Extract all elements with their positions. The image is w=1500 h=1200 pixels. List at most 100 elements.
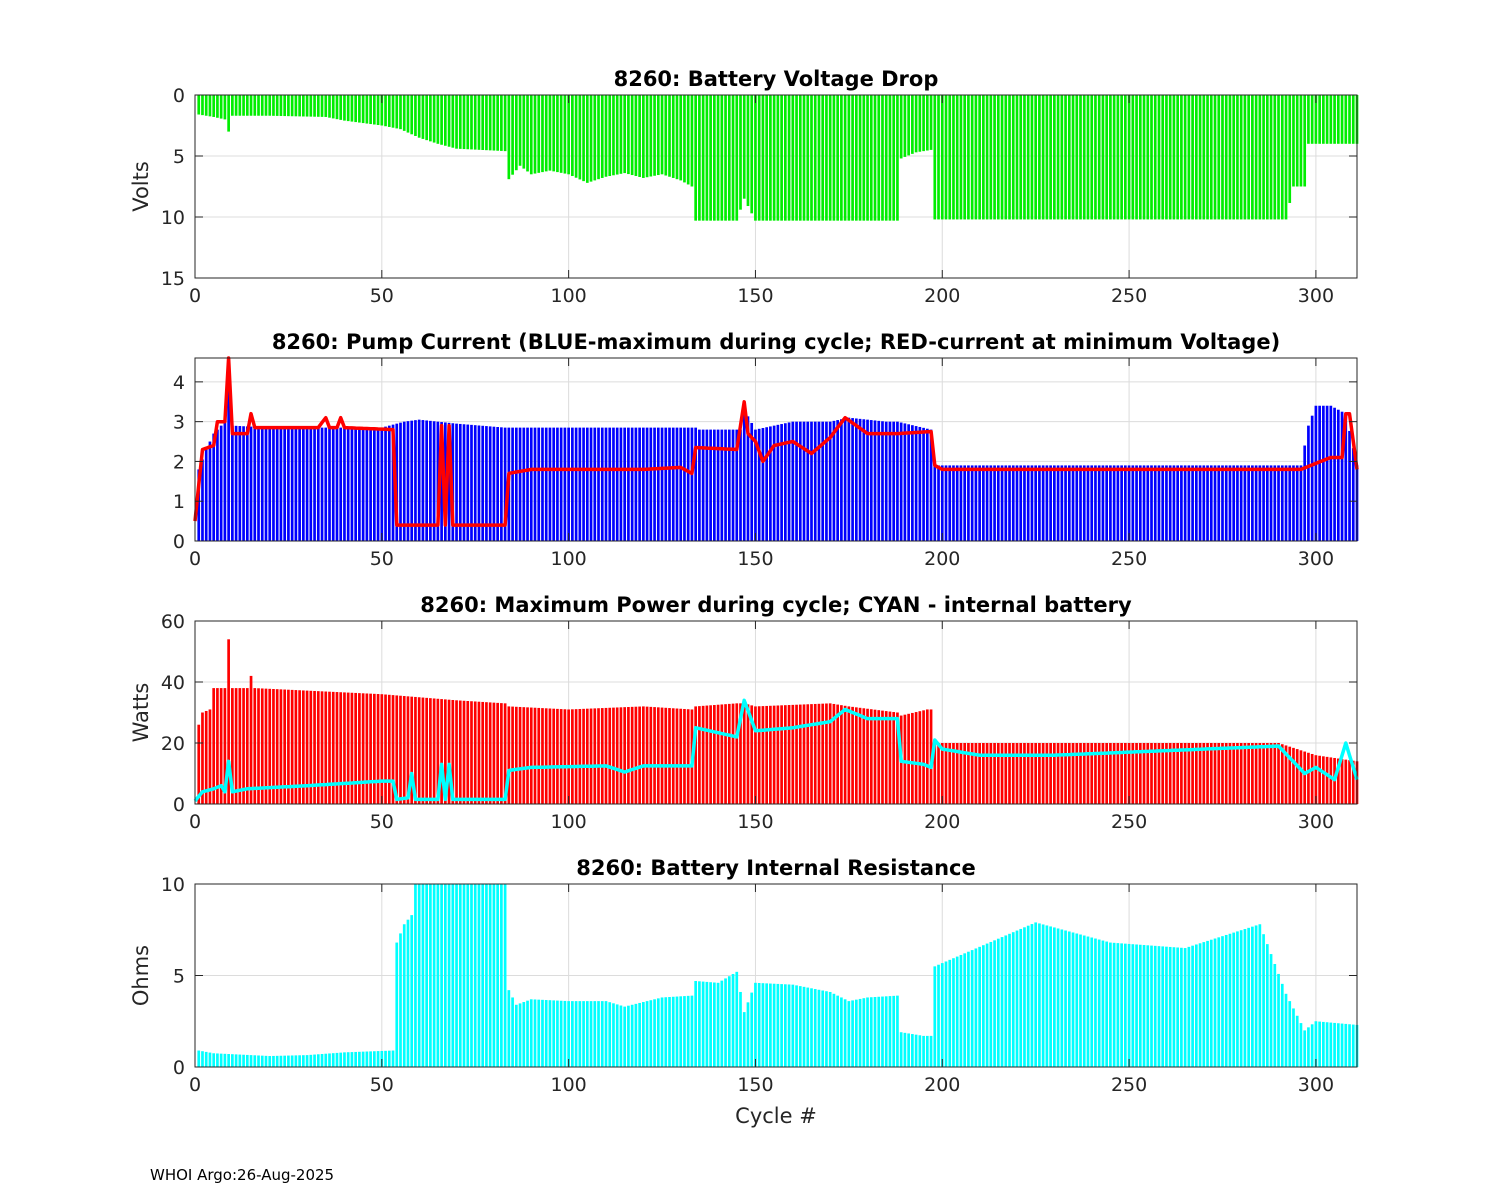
bar xyxy=(544,427,548,541)
bar xyxy=(473,701,477,804)
bar xyxy=(1183,948,1187,1067)
bar xyxy=(518,706,522,804)
bar xyxy=(481,701,485,804)
bar xyxy=(216,95,219,118)
bar xyxy=(978,946,981,1067)
bar xyxy=(331,1053,335,1067)
bar xyxy=(227,95,230,132)
bar xyxy=(776,95,780,221)
bar xyxy=(735,429,739,541)
bar xyxy=(432,421,436,541)
bar xyxy=(1041,465,1045,541)
bar xyxy=(279,427,283,541)
bar xyxy=(698,95,701,221)
bar xyxy=(675,708,679,804)
bar xyxy=(1351,760,1355,804)
bar xyxy=(1213,95,1217,220)
bar xyxy=(380,427,384,541)
bar xyxy=(705,705,709,804)
x-tick-label: 250 xyxy=(1111,548,1147,570)
bar xyxy=(914,712,918,804)
bar xyxy=(1045,95,1049,220)
bar xyxy=(563,709,567,804)
bar xyxy=(354,95,358,123)
bar xyxy=(1239,930,1243,1067)
bar xyxy=(511,706,514,804)
bar xyxy=(821,421,825,541)
bar xyxy=(925,1035,929,1067)
bar xyxy=(1236,95,1239,220)
bar xyxy=(496,884,499,1067)
bar xyxy=(470,95,473,150)
bar xyxy=(955,956,959,1067)
bar xyxy=(933,743,937,804)
bar xyxy=(709,982,712,1067)
bar xyxy=(739,703,742,804)
bar xyxy=(350,95,354,122)
bar xyxy=(727,429,731,541)
bar xyxy=(754,706,757,804)
bar xyxy=(802,704,806,804)
bar xyxy=(955,743,959,804)
bar xyxy=(884,711,888,804)
bar xyxy=(1109,743,1112,804)
bar xyxy=(1097,465,1101,541)
bar xyxy=(642,706,645,804)
bar xyxy=(1053,465,1056,541)
bar xyxy=(1023,95,1026,220)
bar xyxy=(279,95,283,116)
bar xyxy=(727,703,731,804)
bar xyxy=(231,425,234,541)
bar xyxy=(492,702,496,804)
bar xyxy=(414,884,417,1067)
bar xyxy=(1202,743,1206,804)
bar xyxy=(978,95,981,220)
bar xyxy=(701,429,705,541)
bar xyxy=(911,1034,914,1067)
bar xyxy=(664,707,668,804)
bar xyxy=(339,427,343,541)
bar xyxy=(1153,95,1157,220)
bar xyxy=(604,95,608,177)
bar xyxy=(384,95,387,127)
bar xyxy=(458,423,462,541)
y-tick-label: 0 xyxy=(173,1057,185,1079)
bar xyxy=(1314,1021,1318,1067)
bar xyxy=(309,690,313,804)
bar xyxy=(511,427,514,541)
bar xyxy=(1299,750,1303,804)
bar xyxy=(1194,743,1198,804)
bar xyxy=(380,1050,384,1067)
x-tick-label: 0 xyxy=(189,548,201,570)
bar xyxy=(1082,465,1086,541)
bar xyxy=(376,427,380,541)
bar xyxy=(204,1051,208,1067)
bar xyxy=(350,427,354,541)
bar xyxy=(828,421,832,541)
bar xyxy=(462,700,466,804)
bar xyxy=(757,428,761,541)
bar xyxy=(1094,938,1097,1067)
bar xyxy=(735,95,739,221)
bar xyxy=(1254,465,1258,541)
bar xyxy=(492,95,496,151)
bar xyxy=(1251,743,1254,804)
bar xyxy=(1008,933,1011,1067)
bar xyxy=(1120,465,1123,541)
bar xyxy=(664,95,668,176)
bar xyxy=(671,95,675,178)
bar xyxy=(967,951,970,1067)
x-tick-label: 300 xyxy=(1298,811,1334,833)
bar xyxy=(671,996,675,1067)
bar xyxy=(1097,743,1101,804)
bar xyxy=(780,705,783,804)
bar xyxy=(608,427,612,541)
bar xyxy=(985,95,989,220)
bar xyxy=(1056,95,1060,220)
bar xyxy=(742,1012,746,1067)
bar xyxy=(1060,743,1064,804)
bar xyxy=(1168,95,1172,220)
bar xyxy=(1142,945,1146,1067)
bar xyxy=(701,95,705,221)
bar xyxy=(914,426,918,541)
